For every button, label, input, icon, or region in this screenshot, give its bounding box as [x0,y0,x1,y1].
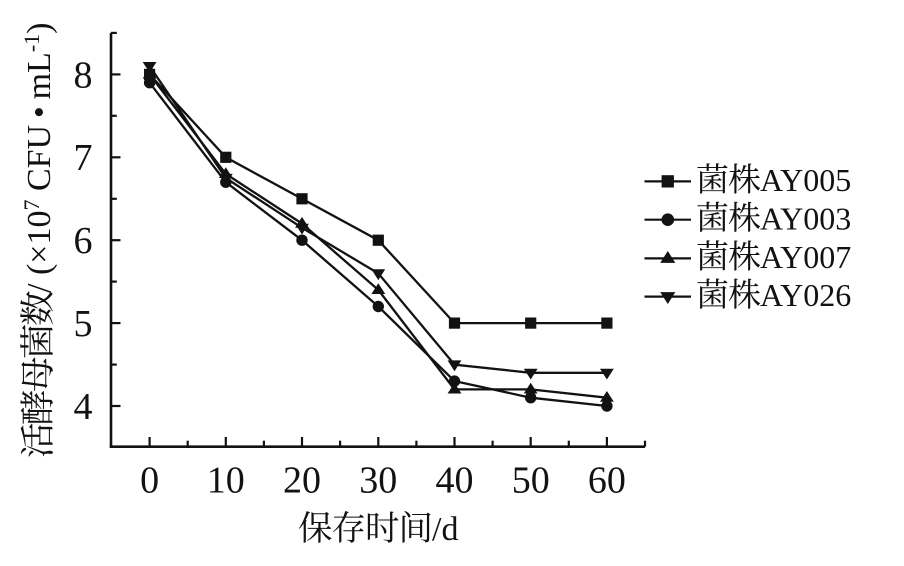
svg-text:0: 0 [140,460,159,502]
svg-text:30: 30 [359,460,397,502]
svg-text:7: 7 [74,137,93,179]
svg-text:AY026: AY026 [760,277,851,313]
svg-text:5: 5 [74,303,93,345]
svg-text:AY003: AY003 [760,200,851,236]
svg-text:AY007: AY007 [760,239,851,275]
svg-text:6: 6 [74,220,93,262]
svg-text:20: 20 [283,460,321,502]
svg-text:4: 4 [74,386,93,428]
svg-text:/d: /d [432,511,458,548]
svg-text:10: 10 [207,460,245,502]
svg-text:40: 40 [436,460,474,502]
svg-text:/ (×107 CFU • mL-1): / (×107 CFU • mL-1) [19,23,58,293]
svg-text:8: 8 [74,54,93,96]
svg-text:60: 60 [588,460,626,502]
svg-text:50: 50 [512,460,550,502]
svg-text:AY005: AY005 [760,162,851,198]
